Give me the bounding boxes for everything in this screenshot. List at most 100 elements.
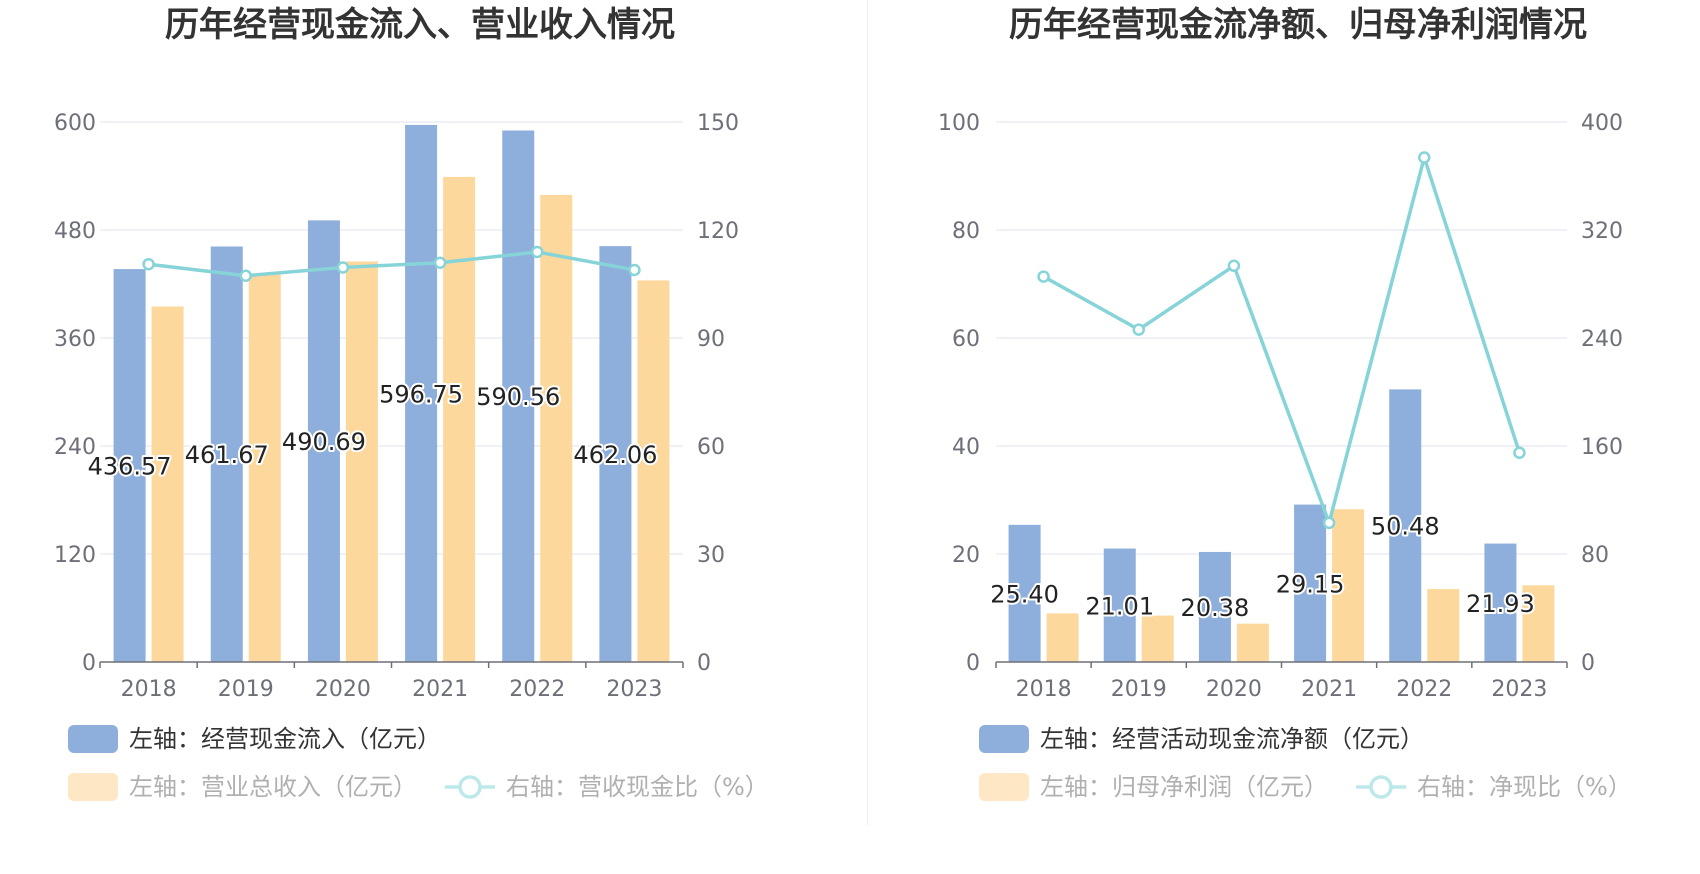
data-label: 590.56 [476, 383, 560, 411]
y-left-tick-label: 120 [54, 543, 96, 568]
data-label: 25.40 [990, 580, 1059, 608]
legend-label-series3: 右轴：净现比（%） [1417, 773, 1632, 801]
chart-title: 历年经营现金流净额、归母净利润情况 [1009, 5, 1587, 45]
line-series3 [148, 250, 635, 278]
x-tick-label: 2021 [1301, 677, 1357, 702]
bar-series2-2023 [637, 280, 670, 662]
line-point-2022 [531, 245, 544, 259]
x-tick-label: 2021 [412, 677, 468, 702]
data-label: 20.38 [1181, 594, 1250, 622]
data-label: 21.93 [1466, 590, 1535, 618]
bar-series2-2022 [540, 194, 573, 662]
bar-series2-2020 [345, 261, 378, 662]
line-point-2020 [336, 261, 350, 274]
line-point-2023 [1513, 446, 1526, 459]
bar-series2-2021 [443, 176, 476, 662]
y-right-tick-label: 80 [1581, 543, 1609, 568]
line-point-2019 [1132, 323, 1145, 336]
y-left-tick-label: 40 [952, 435, 980, 460]
x-tick-label: 2023 [606, 677, 662, 702]
y-right-tick-label: 320 [1581, 219, 1623, 244]
y-right-tick-label: 160 [1581, 435, 1623, 460]
data-label: 29.15 [1276, 570, 1345, 598]
y-left-tick-label: 20 [952, 543, 980, 568]
bar-series2-2018 [1046, 613, 1079, 662]
y-left-tick-label: 480 [54, 219, 96, 244]
legend-label-series2: 左轴：归母净利润（亿元） [1040, 773, 1328, 801]
legend-label-series1: 左轴：经营现金流入（亿元） [129, 725, 441, 753]
line-point-2023 [628, 263, 641, 277]
bar-series2-2019 [248, 274, 281, 662]
x-tick-label: 2019 [218, 677, 274, 702]
bar-series2-2019 [1141, 615, 1174, 662]
data-label: 596.75 [379, 380, 463, 408]
line-point-2021 [433, 256, 447, 270]
chart-divider [867, 0, 868, 825]
data-label: 436.57 [88, 453, 172, 481]
bar-series1-2020 [1198, 551, 1231, 662]
data-label: 50.48 [1371, 513, 1440, 541]
x-tick-label: 2022 [1396, 677, 1452, 702]
y-left-tick-label: 360 [54, 327, 96, 352]
y-right-tick-label: 150 [697, 111, 739, 136]
y-left-tick-label: 240 [54, 435, 96, 460]
y-right-tick-label: 120 [697, 219, 739, 244]
line-series3 [1042, 155, 1522, 525]
legend-label-series3: 右轴：营收现金比（%） [506, 773, 769, 801]
y-right-tick-label: 30 [697, 543, 725, 568]
y-right-tick-label: 0 [697, 651, 711, 676]
bar-series1-2020 [307, 220, 340, 662]
x-tick-label: 2018 [121, 677, 177, 702]
line-point-2021 [1322, 516, 1336, 530]
data-label: 462.06 [573, 441, 657, 469]
bar-series2-2022 [1427, 589, 1460, 662]
x-tick-label: 2018 [1016, 677, 1072, 702]
y-right-tick-label: 400 [1581, 111, 1623, 136]
line-point-2020 [1227, 259, 1241, 273]
data-label: 21.01 [1085, 592, 1154, 620]
y-left-tick-label: 0 [966, 651, 980, 676]
bar-series1-2018 [113, 269, 146, 662]
y-right-tick-label: 240 [1581, 327, 1623, 352]
y-left-tick-label: 80 [952, 219, 980, 244]
bar-series2-2023 [1522, 585, 1555, 662]
y-right-tick-label: 60 [697, 435, 725, 460]
data-label: 461.67 [185, 441, 269, 469]
y-left-tick-label: 60 [952, 327, 980, 352]
bar-series2-2020 [1236, 623, 1269, 662]
bar-series1-2019 [210, 246, 243, 662]
y-left-tick-label: 100 [938, 111, 980, 136]
bar-series1-2022 [502, 130, 535, 663]
bar-series1-2021 [405, 124, 438, 663]
x-tick-label: 2023 [1491, 677, 1547, 702]
line-point-2022 [1418, 151, 1431, 164]
legend-label-series1: 左轴：经营活动现金流净额（亿元） [1040, 725, 1424, 753]
legend-swatch-series3-marker [458, 775, 482, 799]
bar-series1-2022 [1389, 389, 1422, 662]
y-right-tick-label: 0 [1581, 651, 1595, 676]
y-left-tick-label: 600 [54, 111, 96, 136]
x-tick-label: 2022 [509, 677, 565, 702]
legend-swatch-series1 [68, 725, 118, 753]
legend-swatch-series1 [979, 725, 1029, 753]
bar-series1-2023 [599, 246, 632, 662]
chart-title: 历年经营现金流入、营业收入情况 [165, 5, 675, 45]
x-tick-label: 2020 [315, 677, 371, 702]
legend-swatch-series2 [68, 773, 118, 801]
bar-series2-2018 [151, 306, 184, 662]
legend-swatch-series3-marker [1369, 775, 1393, 799]
legend-label-series2: 左轴：营业总收入（亿元） [129, 773, 417, 801]
chart-net-cash-profit: 历年经营现金流净额、归母净利润情况 0 20 40 60 80 100 0 80 160 240 3… [938, 5, 1632, 801]
bar-series1-2018 [1008, 524, 1041, 662]
line-point-2019 [239, 269, 252, 282]
y-left-tick-label: 0 [82, 651, 96, 676]
x-tick-label: 2020 [1206, 677, 1262, 702]
y-right-tick-label: 90 [697, 327, 725, 352]
chart-cash-inflow-revenue: 历年经营现金流入、营业收入情况 0 120 240 360 480 600 0 30 60 90 1… [54, 5, 769, 801]
bar-series1-2019 [1103, 548, 1136, 662]
bar-series2-2021 [1332, 509, 1365, 662]
bar-series1-2021 [1294, 504, 1327, 662]
line-point-2018 [1037, 270, 1050, 283]
data-label: 490.69 [282, 428, 366, 456]
